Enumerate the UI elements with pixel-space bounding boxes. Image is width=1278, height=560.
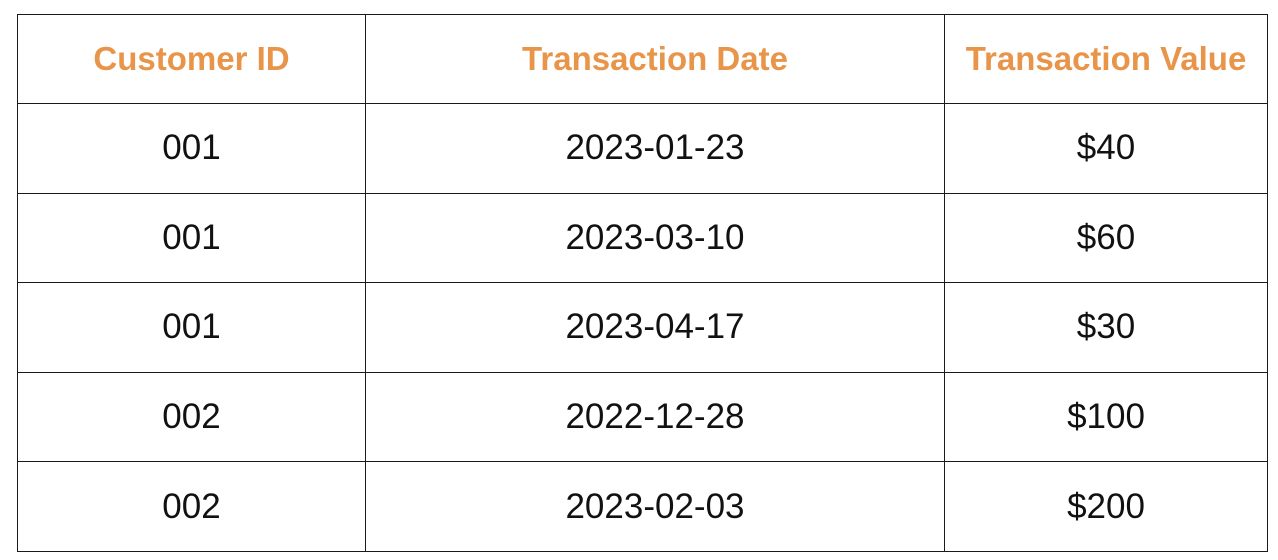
cell-customer-id: 001 <box>17 192 366 284</box>
cell-transaction-value: $60 <box>944 192 1268 284</box>
table-row: 001 2023-01-23 $40 <box>17 103 1268 194</box>
cell-customer-id: 001 <box>17 282 366 373</box>
cell-customer-id: 002 <box>17 461 366 552</box>
column-header-customer-id: Customer ID <box>17 14 366 104</box>
cell-customer-id: 001 <box>17 103 366 194</box>
cell-customer-id: 002 <box>17 371 366 463</box>
transactions-table: Customer ID Transaction Date Transaction… <box>17 14 1268 552</box>
cell-transaction-date: 2023-02-03 <box>365 461 945 552</box>
cell-transaction-date: 2023-04-17 <box>365 282 945 373</box>
table-header-row: Customer ID Transaction Date Transaction… <box>17 14 1268 104</box>
table-row: 002 2023-02-03 $200 <box>17 461 1268 552</box>
column-header-transaction-value: Transaction Value <box>944 14 1268 104</box>
cell-transaction-date: 2023-01-23 <box>365 103 945 194</box>
table-row: 002 2022-12-28 $100 <box>17 371 1268 463</box>
table-row: 001 2023-04-17 $30 <box>17 282 1268 373</box>
cell-transaction-value: $40 <box>944 103 1268 194</box>
cell-transaction-value: $100 <box>944 371 1268 463</box>
cell-transaction-date: 2023-03-10 <box>365 192 945 284</box>
cell-transaction-value: $30 <box>944 282 1268 373</box>
column-header-transaction-date: Transaction Date <box>365 14 945 104</box>
table-row: 001 2023-03-10 $60 <box>17 192 1268 284</box>
cell-transaction-value: $200 <box>944 461 1268 552</box>
cell-transaction-date: 2022-12-28 <box>365 371 945 463</box>
